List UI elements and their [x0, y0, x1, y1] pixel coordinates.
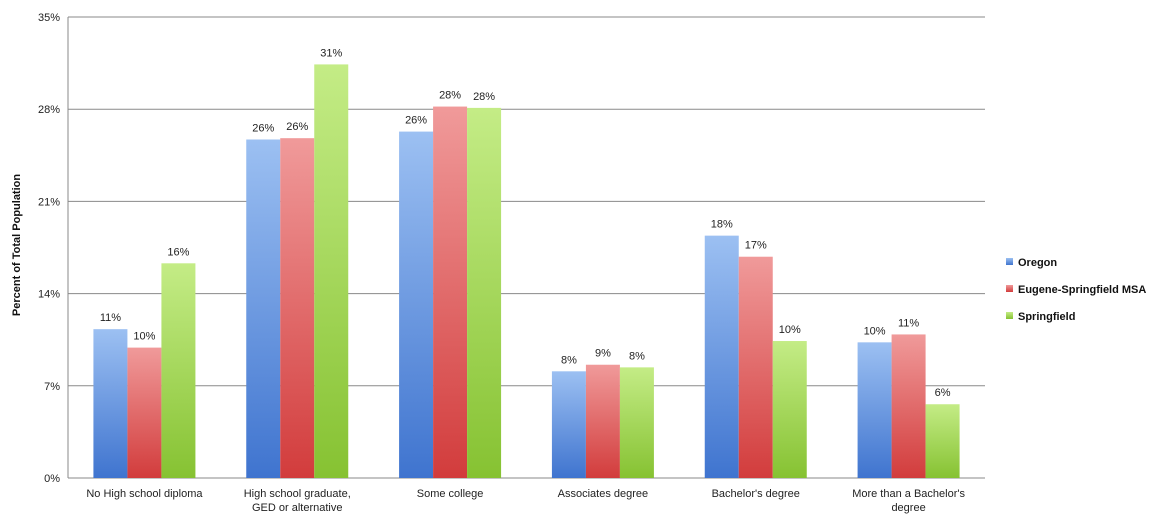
- data-label: 28%: [439, 90, 461, 102]
- data-label: 11%: [100, 312, 121, 324]
- legend-swatch: [1006, 285, 1013, 292]
- data-label: 8%: [629, 350, 645, 362]
- bar-oregon: [857, 342, 892, 478]
- bar-oregon: [551, 371, 586, 478]
- x-category-label: More than a Bachelor's: [852, 488, 965, 500]
- x-category-label: GED or alternative: [252, 502, 342, 514]
- bar-springfield: [314, 64, 349, 478]
- bar-eugene-springfield-msa: [585, 364, 620, 478]
- x-category-label: degree: [891, 502, 925, 514]
- bar-oregon: [93, 329, 128, 478]
- data-label: 6%: [935, 387, 951, 399]
- bar-oregon: [399, 131, 434, 478]
- bar-oregon: [704, 235, 739, 478]
- data-label: 16%: [167, 246, 189, 258]
- y-tick-label: 0%: [44, 473, 60, 485]
- bar-springfield: [161, 263, 196, 478]
- legend-swatch: [1006, 312, 1013, 319]
- bar-springfield: [467, 107, 502, 478]
- data-label: 31%: [320, 47, 342, 59]
- bar-eugene-springfield-msa: [127, 347, 162, 478]
- y-axis-label: Percent of Total Population: [11, 174, 23, 316]
- bar-springfield: [925, 404, 960, 478]
- x-category-label: No High school diploma: [86, 488, 203, 500]
- data-label: 26%: [405, 115, 427, 127]
- legend-label: Eugene-Springfield MSA: [1018, 284, 1146, 296]
- bar-eugene-springfield-msa: [280, 138, 315, 479]
- data-label: 10%: [779, 324, 801, 336]
- legend-label: Oregon: [1018, 257, 1057, 269]
- data-label: 26%: [286, 121, 308, 133]
- bar-eugene-springfield-msa: [891, 334, 926, 478]
- x-category-label: Bachelor's degree: [712, 488, 800, 500]
- x-category-label: Some college: [417, 488, 484, 500]
- legend-swatch: [1006, 258, 1013, 265]
- x-category-label: High school graduate,: [244, 488, 351, 500]
- x-category-label: Associates degree: [558, 488, 649, 500]
- data-label: 26%: [252, 122, 274, 134]
- data-label: 10%: [864, 325, 886, 337]
- data-label: 17%: [745, 240, 767, 252]
- bar-eugene-springfield-msa: [433, 106, 468, 479]
- y-tick-label: 7%: [44, 381, 60, 393]
- y-tick-label: 35%: [38, 12, 60, 24]
- data-label: 18%: [711, 219, 733, 231]
- y-tick-label: 14%: [38, 289, 60, 301]
- legend-label: Springfield: [1018, 311, 1075, 323]
- bar-oregon: [246, 139, 281, 478]
- data-label: 9%: [595, 348, 611, 360]
- legend: Oregon Eugene-Springfield MSA Springfield: [1006, 257, 1146, 323]
- data-label: 28%: [473, 91, 495, 103]
- data-label: 10%: [133, 331, 155, 343]
- bar-eugene-springfield-msa: [738, 256, 773, 478]
- y-tick-label: 28%: [38, 104, 60, 116]
- data-label: 11%: [898, 317, 919, 329]
- bar-springfield: [619, 367, 654, 478]
- bar-springfield: [772, 341, 807, 478]
- y-tick-label: 21%: [38, 196, 60, 208]
- data-label: 8%: [561, 354, 577, 366]
